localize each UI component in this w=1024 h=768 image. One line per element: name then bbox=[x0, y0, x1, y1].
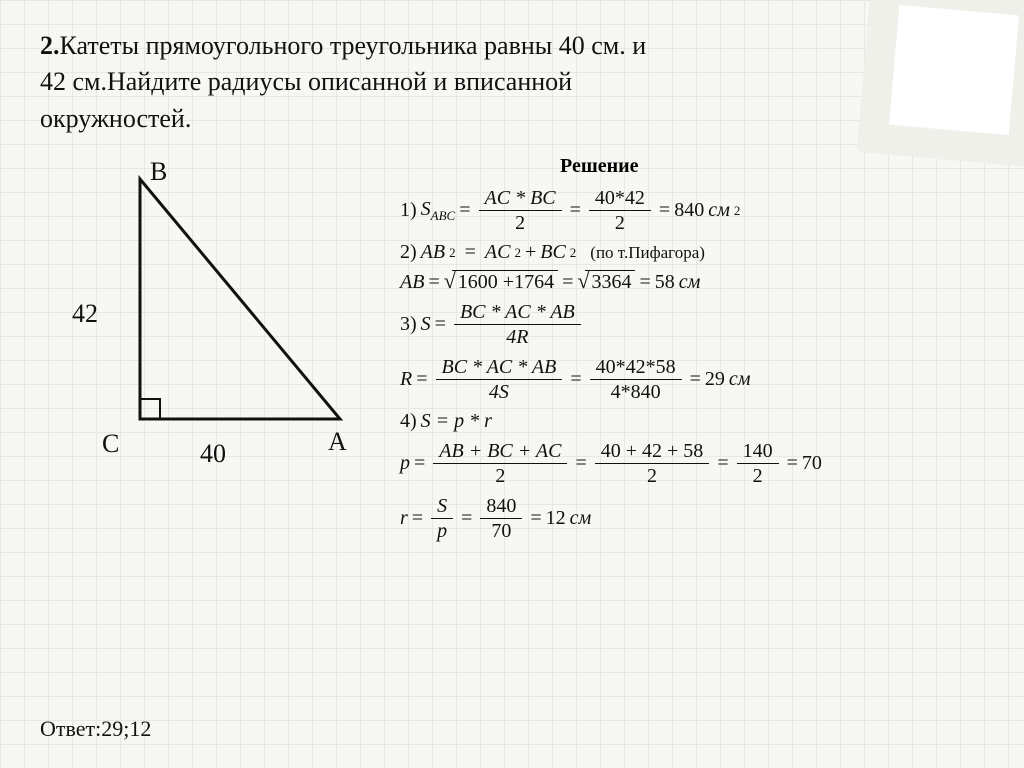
diagram-column: B C A 42 40 bbox=[40, 149, 400, 549]
vertex-b: B bbox=[150, 157, 167, 187]
vertex-a: A bbox=[328, 427, 347, 457]
problem-line2: 42 см.Найдите радиусы описанной и вписан… bbox=[40, 67, 572, 96]
solution-title: Решение bbox=[560, 155, 984, 178]
answer: Ответ:29;12 bbox=[40, 716, 151, 742]
problem-number: 2. bbox=[40, 31, 60, 60]
equation-step4c: r = Sp = 84070 = 12см bbox=[400, 494, 984, 543]
side-bc-label: 42 bbox=[72, 299, 98, 329]
answer-label: Ответ: bbox=[40, 716, 101, 741]
pythagoras-note: (по т.Пифагора) bbox=[590, 243, 705, 263]
problem-statement: 2.Катеты прямоугольного треугольника рав… bbox=[40, 28, 984, 137]
solution-column: Решение 1) SABC = AC * BC2 = 40*422 = 84… bbox=[400, 149, 984, 549]
side-ca-label: 40 bbox=[200, 439, 226, 469]
problem-line1: Катеты прямоугольного треугольника равны… bbox=[60, 31, 647, 60]
vertex-c: C bbox=[102, 429, 119, 459]
equation-step4b: p = AB + BC + AC2 = 40 + 42 + 582 = 1402… bbox=[400, 439, 984, 488]
equation-step2b: AB = √1600 +1764 = √3364 = 58см bbox=[400, 270, 984, 294]
equation-step3b: R = BC * AC * AB4S = 40*42*584*840 = 29с… bbox=[400, 355, 984, 404]
page-content: 2.Катеты прямоугольного треугольника рав… bbox=[0, 0, 1024, 569]
equation-step2a: 2) AB2 = AC2 + BC2 (по т.Пифагора) bbox=[400, 241, 984, 264]
equation-step1: 1) SABC = AC * BC2 = 40*422 = 840см2 bbox=[400, 186, 984, 235]
equation-step4a: 4) S = p * r bbox=[400, 410, 984, 433]
answer-value: 29;12 bbox=[101, 716, 151, 741]
equation-step3a: 3) S = BC * AC * AB4R bbox=[400, 300, 984, 349]
problem-line3: окружностей. bbox=[40, 104, 191, 133]
body-area: B C A 42 40 Решение 1) SABC = AC * BC2 =… bbox=[40, 149, 984, 549]
triangle-diagram: B C A 42 40 bbox=[40, 169, 360, 509]
